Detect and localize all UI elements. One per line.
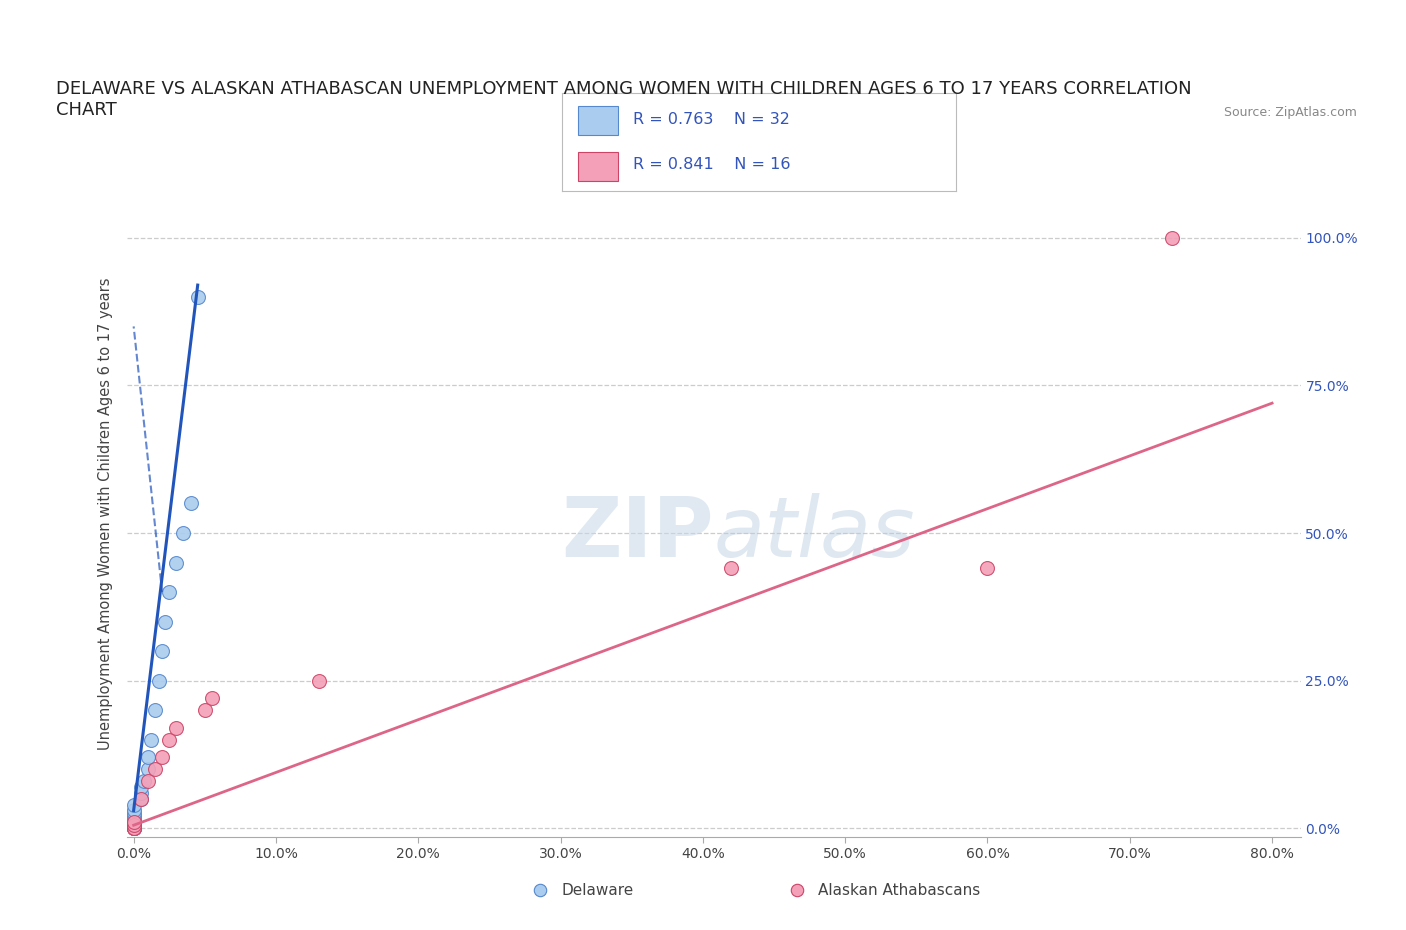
Point	[308, 673, 330, 688]
Text: Alaskan Athabascans: Alaskan Athabascans	[818, 883, 980, 898]
Point	[153, 614, 176, 629]
Text: atlas: atlas	[713, 493, 915, 574]
Text: R = 0.763    N = 32: R = 0.763 N = 32	[633, 112, 790, 126]
Point	[122, 809, 145, 824]
Point	[194, 703, 217, 718]
Point	[786, 884, 808, 898]
Point	[150, 750, 173, 764]
Point	[122, 810, 145, 825]
Point	[148, 673, 170, 688]
Point	[1161, 231, 1184, 246]
Point	[976, 561, 998, 576]
Point	[129, 779, 152, 794]
Point	[180, 496, 202, 511]
Point	[122, 817, 145, 832]
Point	[157, 585, 180, 600]
Point	[122, 806, 145, 821]
Point	[529, 884, 551, 898]
Point	[122, 820, 145, 835]
Y-axis label: Unemployment Among Women with Children Ages 6 to 17 years: Unemployment Among Women with Children A…	[98, 277, 114, 751]
Point	[122, 797, 145, 812]
Point	[122, 820, 145, 835]
Text: Source: ZipAtlas.com: Source: ZipAtlas.com	[1223, 106, 1357, 119]
Point	[122, 815, 145, 830]
Point	[122, 817, 145, 831]
Point	[143, 703, 166, 718]
Point	[129, 791, 152, 806]
Point	[136, 774, 159, 789]
Point	[132, 774, 155, 789]
Bar	[578, 152, 617, 180]
Point	[122, 820, 145, 835]
Point	[157, 732, 180, 747]
Point	[129, 791, 152, 806]
Point	[122, 820, 145, 835]
Point	[150, 644, 173, 658]
Text: Delaware: Delaware	[561, 883, 634, 898]
Point	[122, 820, 145, 835]
Text: DELAWARE VS ALASKAN ATHABASCAN UNEMPLOYMENT AMONG WOMEN WITH CHILDREN AGES 6 TO : DELAWARE VS ALASKAN ATHABASCAN UNEMPLOYM…	[56, 80, 1192, 98]
Point	[129, 785, 152, 800]
Point	[136, 762, 159, 777]
Text: R = 0.841    N = 16: R = 0.841 N = 16	[633, 157, 790, 172]
Point	[122, 815, 145, 830]
Point	[122, 820, 145, 835]
Text: CHART: CHART	[56, 101, 117, 119]
Bar	[578, 106, 617, 135]
Point	[187, 289, 209, 304]
Point	[122, 817, 145, 832]
Point	[201, 691, 224, 706]
Point	[165, 555, 187, 570]
Point	[139, 732, 162, 747]
Point	[122, 814, 145, 829]
Point	[122, 820, 145, 835]
Point	[165, 721, 187, 736]
Point	[143, 762, 166, 777]
Point	[122, 812, 145, 827]
Point	[122, 820, 145, 835]
Point	[172, 525, 194, 540]
Text: ZIP: ZIP	[561, 493, 713, 574]
Point	[122, 803, 145, 817]
Point	[720, 561, 742, 576]
Point	[136, 750, 159, 764]
